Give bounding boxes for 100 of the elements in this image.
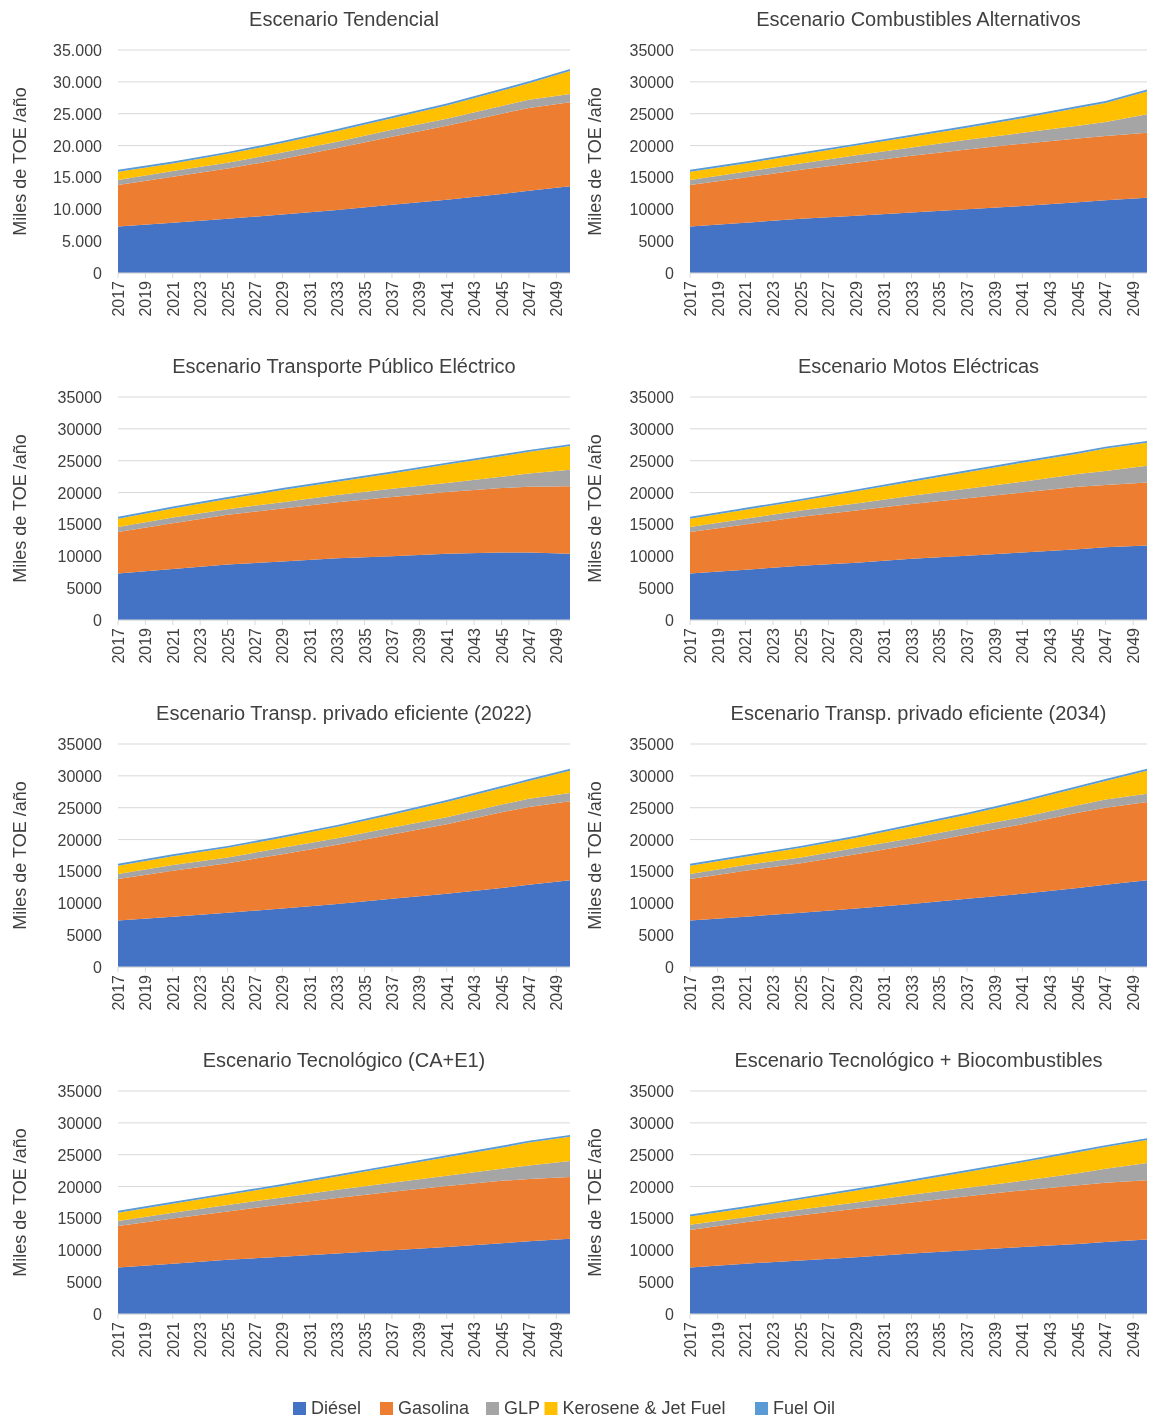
x-tick-label: 2017 xyxy=(110,280,127,317)
x-tick-label: 2017 xyxy=(682,1321,699,1358)
y-axis-title: Miles de TOE /año xyxy=(585,781,605,930)
y-tick-label: 35.000 xyxy=(53,42,103,59)
x-tick-label: 2021 xyxy=(164,280,182,317)
y-tick-label: 20.000 xyxy=(53,137,103,155)
x-tick-label: 2037 xyxy=(383,1321,401,1358)
y-tick-label: 15000 xyxy=(57,516,103,534)
legend-label: GLP xyxy=(504,1398,541,1418)
y-tick-label: 35000 xyxy=(57,736,103,753)
x-tick-label: 2045 xyxy=(493,1321,511,1358)
x-tick-label: 2037 xyxy=(958,280,976,317)
legend-label: Gasolina xyxy=(398,1398,471,1418)
x-tick-label: 2033 xyxy=(903,1321,921,1358)
x-tick-label: 2031 xyxy=(301,627,319,664)
legend-label: Fuel Oil xyxy=(773,1398,836,1418)
x-tick-label: 2023 xyxy=(192,280,210,317)
x-tick-label: 2021 xyxy=(737,627,755,664)
y-tick-label: 20000 xyxy=(629,484,675,502)
x-tick-label: 2035 xyxy=(356,974,374,1011)
y-tick-label: 0 xyxy=(93,959,103,976)
y-tick-label: 25000 xyxy=(629,799,675,817)
chart-title: Escenario Transporte Público Eléctrico xyxy=(172,355,516,377)
x-tick-label: 2037 xyxy=(958,627,976,664)
y-tick-label: 0 xyxy=(93,265,103,282)
y-axis-title: Miles de TOE /año xyxy=(10,1128,30,1277)
y-tick-label: 15000 xyxy=(629,169,675,187)
x-tick-label: 2039 xyxy=(986,974,1004,1011)
x-tick-label: 2037 xyxy=(958,1321,976,1358)
x-tick-label: 2025 xyxy=(219,1321,237,1358)
x-tick-label: 2049 xyxy=(1125,974,1143,1011)
chart-title: Escenario Tecnológico + Biocombustibles xyxy=(734,1049,1103,1071)
x-tick-label: 2021 xyxy=(737,974,755,1011)
x-tick-label: 2039 xyxy=(411,974,429,1011)
x-tick-label: 2049 xyxy=(1125,280,1143,317)
y-tick-label: 35000 xyxy=(629,42,675,59)
x-tick-label: 2049 xyxy=(1125,1321,1143,1358)
x-tick-label: 2041 xyxy=(438,974,456,1011)
y-tick-label: 15000 xyxy=(629,1210,675,1228)
x-tick-label: 2021 xyxy=(737,280,755,317)
x-tick-label: 2029 xyxy=(848,974,866,1011)
x-tick-label: 2027 xyxy=(246,280,264,317)
x-tick-label: 2023 xyxy=(765,280,783,317)
x-tick-label: 2045 xyxy=(1069,627,1087,664)
x-tick-label: 2041 xyxy=(1014,280,1032,317)
y-tick-label: 10.000 xyxy=(53,201,103,219)
x-tick-label: 2041 xyxy=(1014,1321,1032,1358)
y-tick-label: 5.000 xyxy=(61,233,103,251)
x-tick-label: 2037 xyxy=(383,974,401,1011)
x-tick-label: 2017 xyxy=(682,974,699,1011)
y-tick-label: 35000 xyxy=(629,389,675,406)
chart-title: Escenario Transp. privado eficiente (2034) xyxy=(730,702,1107,724)
x-tick-label: 2043 xyxy=(466,627,484,664)
chart-title: Escenario Tendencial xyxy=(249,8,439,30)
y-tick-label: 20000 xyxy=(57,1178,103,1196)
y-tick-label: 5000 xyxy=(638,233,675,251)
y-tick-label: 5000 xyxy=(638,580,675,598)
x-tick-label: 2017 xyxy=(110,627,127,664)
x-tick-label: 2029 xyxy=(274,974,292,1011)
x-tick-label: 2031 xyxy=(875,280,893,317)
y-tick-label: 15000 xyxy=(57,863,103,881)
y-tick-label: 10000 xyxy=(629,201,675,219)
x-tick-label: 2027 xyxy=(820,1321,838,1358)
x-tick-label: 2027 xyxy=(246,1321,264,1358)
x-tick-label: 2035 xyxy=(931,280,949,317)
x-tick-label: 2043 xyxy=(1042,280,1060,317)
x-tick-label: 2047 xyxy=(520,974,538,1011)
x-tick-label: 2025 xyxy=(219,280,237,317)
y-tick-label: 0 xyxy=(93,1306,103,1323)
x-tick-label: 2037 xyxy=(383,627,401,664)
y-axis-title: Miles de TOE /año xyxy=(10,781,30,930)
y-tick-label: 10000 xyxy=(629,548,675,566)
x-tick-label: 2041 xyxy=(438,280,456,317)
y-tick-label: 5000 xyxy=(638,1274,675,1292)
x-tick-label: 2037 xyxy=(958,974,976,1011)
x-tick-label: 2043 xyxy=(1042,974,1060,1011)
x-tick-label: 2033 xyxy=(329,974,347,1011)
x-tick-label: 2049 xyxy=(548,627,566,664)
y-tick-label: 30000 xyxy=(629,1114,675,1132)
x-tick-label: 2029 xyxy=(274,1321,292,1358)
y-tick-label: 30.000 xyxy=(53,73,103,91)
x-tick-label: 2045 xyxy=(1069,1321,1087,1358)
y-tick-label: 25000 xyxy=(629,1146,675,1164)
x-tick-label: 2031 xyxy=(875,1321,893,1358)
y-axis-title: Miles de TOE /año xyxy=(10,87,30,236)
x-tick-label: 2031 xyxy=(301,974,319,1011)
x-tick-label: 2049 xyxy=(1125,627,1143,664)
y-tick-label: 25000 xyxy=(57,452,103,470)
x-tick-label: 2035 xyxy=(356,1321,374,1358)
x-tick-label: 2047 xyxy=(1097,280,1115,317)
x-tick-label: 2045 xyxy=(1069,974,1087,1011)
x-tick-label: 2027 xyxy=(820,627,838,664)
x-tick-label: 2017 xyxy=(682,627,699,664)
x-tick-label: 2035 xyxy=(356,280,374,317)
x-tick-label: 2035 xyxy=(356,627,374,664)
y-tick-label: 0 xyxy=(665,1306,675,1323)
y-tick-label: 0 xyxy=(665,265,675,282)
x-tick-label: 2023 xyxy=(765,974,783,1011)
x-tick-label: 2019 xyxy=(137,1321,155,1358)
x-tick-label: 2047 xyxy=(1097,974,1115,1011)
